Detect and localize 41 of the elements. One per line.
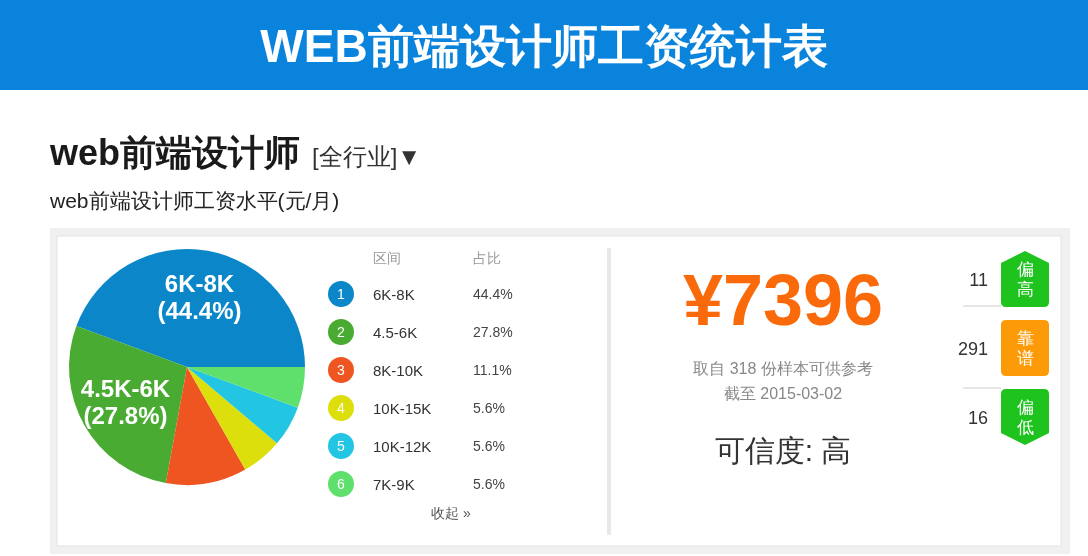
text: 4 bbox=[337, 400, 346, 416]
legend-label: 10K-15K bbox=[373, 400, 432, 417]
slice-label: 6K-8K bbox=[164, 269, 235, 297]
text: 4.5K-6K (27.8%) bbox=[80, 374, 171, 429]
data-label: 5.6% bbox=[473, 400, 505, 416]
data-label: 44.4% bbox=[473, 286, 513, 302]
text: 取自 318 份样本可供参考 bbox=[693, 360, 873, 377]
text: ¥7396 bbox=[682, 260, 884, 340]
text: 占比 bbox=[473, 250, 501, 266]
data-label: 11 bbox=[969, 270, 988, 290]
pie-slice bbox=[76, 249, 305, 367]
pie-slice bbox=[187, 367, 305, 408]
text: web前端设计师 [全行业]▼ bbox=[49, 132, 422, 173]
category-label: 靠谱 bbox=[1016, 329, 1034, 368]
text: 可信度: 高 bbox=[714, 434, 852, 467]
text: WEB前端设计师工资统计表 bbox=[260, 20, 828, 72]
data-label: 11.1% bbox=[473, 362, 512, 378]
data-label: 291 bbox=[957, 339, 988, 359]
data-label: 5.6% bbox=[473, 476, 505, 492]
pie-slice bbox=[187, 367, 298, 444]
legend-label: 7K-9K bbox=[373, 476, 415, 493]
text: (44.4%) bbox=[157, 296, 242, 324]
legend-label: 4.5-6K bbox=[373, 324, 418, 341]
legend-label: 8K-10K bbox=[373, 362, 424, 379]
legend-label: 6K-8K bbox=[373, 286, 415, 303]
data-label: 5.6% bbox=[473, 438, 505, 454]
legend-label: 10K-12K bbox=[373, 438, 432, 455]
text: 2 bbox=[337, 324, 346, 340]
category-label: 偏高 bbox=[1016, 260, 1034, 299]
category-label: 偏低 bbox=[1016, 398, 1034, 437]
chart-title: web前端设计师工资水平(元/月) bbox=[49, 189, 340, 212]
text: 5 bbox=[337, 438, 346, 454]
text: 6 bbox=[337, 476, 346, 492]
text: 收起 » bbox=[431, 505, 472, 521]
data-label: 27.8% bbox=[473, 324, 513, 340]
text: 1 bbox=[337, 286, 346, 302]
text: 区间 bbox=[373, 250, 401, 266]
text: 截至 2015-03-02 bbox=[723, 385, 843, 402]
text: 3 bbox=[337, 362, 346, 378]
data-label: 16 bbox=[967, 408, 988, 428]
pie-slice bbox=[187, 367, 278, 470]
